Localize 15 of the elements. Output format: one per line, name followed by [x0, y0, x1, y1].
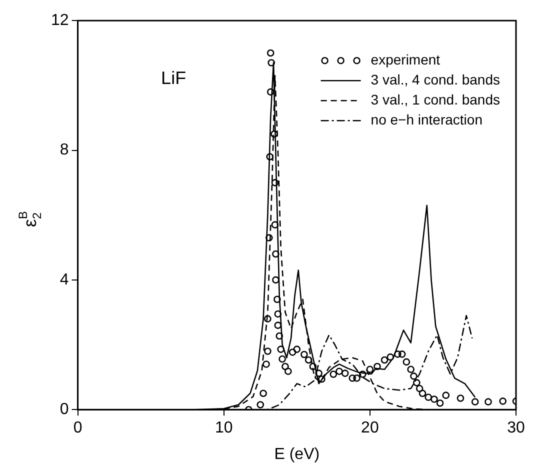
legend-label: 3 val., 4 cond. bands — [370, 71, 500, 88]
legend-label: experiment — [370, 51, 440, 68]
legend-label: 3 val., 1 cond. bands — [370, 91, 500, 108]
y-tick-label: 8 — [60, 142, 69, 159]
y-axis-title: ε2B — [16, 211, 44, 228]
x-tick-label: 30 — [507, 420, 525, 437]
y-tick-label: 12 — [51, 12, 69, 30]
y-tick-label: 0 — [60, 401, 69, 418]
annotation: LiF — [161, 68, 186, 88]
y-tick-label: 4 — [60, 271, 69, 288]
x-axis-title: E (eV) — [274, 446, 320, 463]
x-tick-label: 0 — [73, 420, 82, 437]
legend-label: no e−h interaction — [370, 111, 483, 128]
x-tick-label: 20 — [361, 420, 379, 437]
x-tick-label: 10 — [214, 420, 233, 437]
